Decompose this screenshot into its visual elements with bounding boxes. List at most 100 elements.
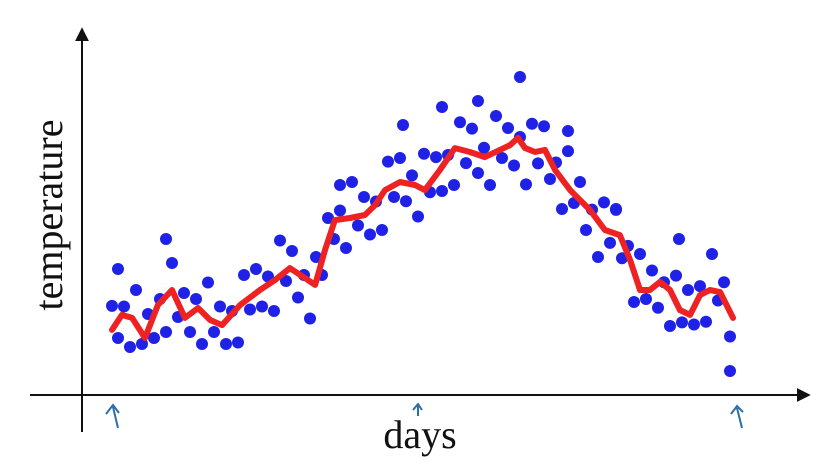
plot-area <box>106 71 736 377</box>
data-point <box>514 71 526 83</box>
data-point <box>232 336 244 349</box>
data-point <box>184 326 196 338</box>
data-point <box>400 195 412 208</box>
data-point <box>646 264 658 277</box>
data-point <box>496 152 508 164</box>
data-point <box>688 318 700 331</box>
data-point <box>718 276 730 289</box>
data-point <box>598 196 610 209</box>
data-point <box>706 248 718 260</box>
moving-average-line <box>109 134 736 341</box>
data-point <box>673 233 685 245</box>
data-point <box>397 119 409 131</box>
data-point <box>628 296 640 308</box>
data-point <box>358 191 370 203</box>
data-point <box>160 326 172 338</box>
data-point <box>472 167 484 179</box>
data-point <box>214 300 226 313</box>
data-point <box>436 101 448 113</box>
data-point <box>334 179 346 191</box>
data-point <box>178 287 190 299</box>
data-point <box>436 185 448 197</box>
data-point <box>208 326 220 338</box>
data-point <box>106 299 118 312</box>
data-point <box>478 141 490 154</box>
data-point <box>322 212 334 224</box>
data-point <box>562 125 574 137</box>
data-point <box>394 152 406 164</box>
data-point <box>280 275 292 287</box>
data-point <box>472 95 484 107</box>
data-point <box>376 224 388 236</box>
data-point <box>250 263 262 275</box>
data-point <box>220 338 232 350</box>
data-point <box>190 293 202 305</box>
data-point <box>364 228 376 241</box>
data-point <box>610 203 622 215</box>
data-point <box>292 291 304 304</box>
y-axis-title: temperature <box>26 120 71 311</box>
data-point <box>538 120 550 133</box>
data-point <box>346 176 358 188</box>
data-point <box>592 251 604 263</box>
data-point <box>454 116 466 129</box>
data-point <box>148 332 160 344</box>
data-point <box>196 338 208 350</box>
data-point <box>382 155 394 168</box>
data-point <box>652 301 664 314</box>
x-axis-title: days <box>383 412 456 457</box>
data-point <box>664 320 676 332</box>
data-point <box>334 204 346 217</box>
data-point <box>244 303 256 316</box>
data-point <box>112 263 124 275</box>
data-point <box>574 176 586 188</box>
data-point <box>724 330 736 343</box>
data-point <box>406 169 418 182</box>
data-point <box>676 316 688 329</box>
data-point <box>682 284 694 296</box>
data-point <box>124 341 136 353</box>
data-point <box>508 159 520 172</box>
data-point <box>268 305 280 317</box>
data-point <box>352 219 364 232</box>
data-point <box>556 203 568 215</box>
hand-arrow <box>105 403 120 429</box>
data-point <box>634 248 646 260</box>
hand-annotations <box>105 402 744 429</box>
data-point <box>502 122 514 134</box>
data-point <box>310 251 322 263</box>
data-point <box>130 284 142 296</box>
data-point <box>274 234 286 247</box>
data-point <box>490 110 502 122</box>
data-point <box>526 117 538 130</box>
data-point <box>286 245 298 257</box>
data-point <box>562 145 574 158</box>
data-point <box>532 157 544 170</box>
data-point <box>418 147 430 160</box>
data-point <box>412 210 424 223</box>
data-point <box>640 293 652 305</box>
data-point <box>448 179 460 191</box>
data-point <box>388 191 400 203</box>
data-point <box>160 233 172 245</box>
data-point <box>118 300 130 313</box>
data-point <box>304 312 316 325</box>
data-point <box>484 179 496 191</box>
data-point <box>724 365 736 377</box>
data-point <box>166 257 178 269</box>
data-point <box>580 224 592 236</box>
data-point <box>604 236 616 249</box>
data-point <box>544 173 556 185</box>
data-point <box>256 300 268 313</box>
data-point <box>430 151 442 164</box>
data-point <box>700 315 712 328</box>
hand-arrow <box>730 404 744 429</box>
hand-arrow <box>412 402 423 416</box>
data-point <box>460 157 472 170</box>
data-point <box>694 280 706 293</box>
data-point <box>520 178 532 191</box>
data-point <box>466 122 478 135</box>
data-point <box>112 332 124 344</box>
data-point <box>340 242 352 254</box>
